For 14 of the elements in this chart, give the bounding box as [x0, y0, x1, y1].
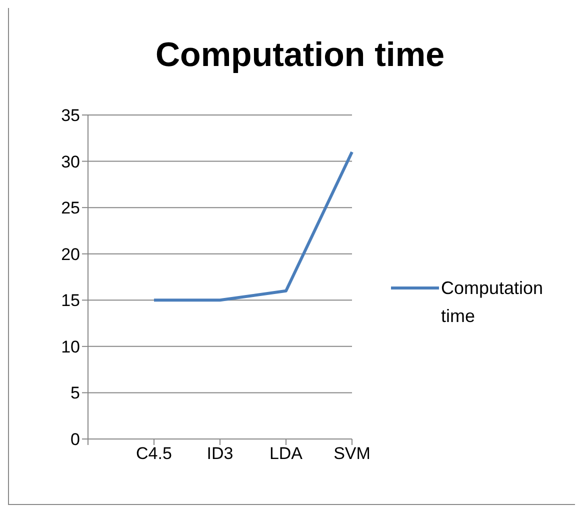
- x-tick-label: ID3: [206, 444, 234, 464]
- y-tick-label: 10: [61, 337, 80, 356]
- y-tick-label: 5: [70, 384, 80, 403]
- legend-label: Computation time: [441, 277, 544, 328]
- y-tick-label: 25: [61, 198, 80, 218]
- y-tick-label: 35: [61, 106, 80, 126]
- x-tick-label: LDA: [269, 444, 304, 464]
- y-tick-label: 20: [61, 244, 80, 264]
- y-tick-label: 15: [61, 291, 80, 310]
- y-tick-label: 30: [61, 152, 80, 172]
- y-tick-label: 0: [70, 430, 80, 450]
- chart-title: Computation time: [154, 36, 446, 75]
- x-tick-label: SVM: [334, 444, 370, 464]
- x-tick-label: C4.5: [136, 444, 172, 464]
